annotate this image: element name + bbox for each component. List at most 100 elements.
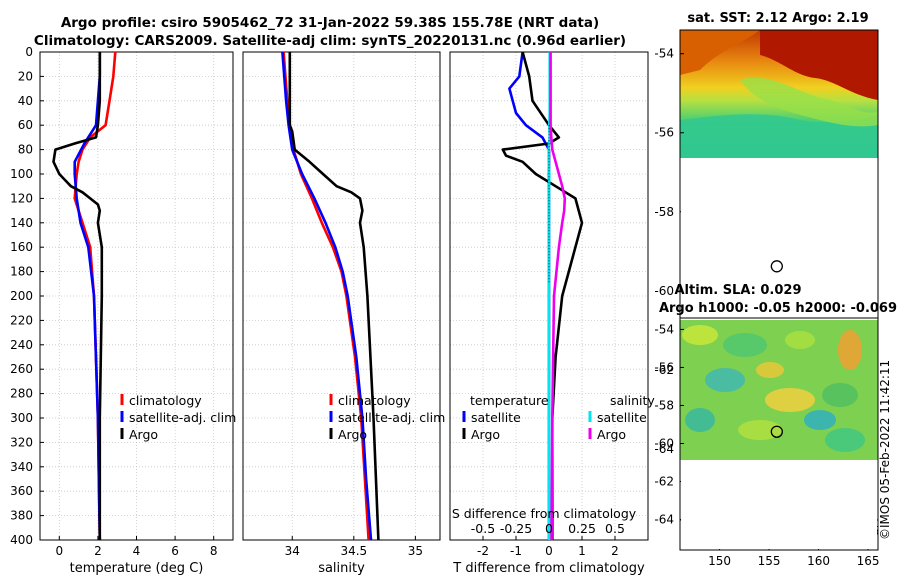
map-x-tick-label: 155	[758, 554, 781, 568]
x-tick-label: -2	[477, 544, 489, 558]
x-tick-label: 0	[545, 544, 553, 558]
series-line-salinity-argo	[549, 52, 567, 541]
sla-anomaly-patch	[825, 428, 865, 452]
map-y-tick-label: -56	[654, 360, 674, 374]
sla-map-subtitle: Argo h1000: -0.05 h2000: -0.069	[659, 301, 897, 316]
series-line-temperature-argo	[501, 51, 584, 540]
legend-label: Argo	[129, 427, 158, 442]
legend-label: Argo	[338, 427, 367, 442]
legend-label: Argo	[471, 427, 500, 442]
x-axis-label: T difference from climatology	[452, 561, 645, 576]
sla-anomaly-patch	[705, 368, 745, 392]
y-tick-label: 240	[10, 338, 33, 352]
sla-anomaly-patch	[785, 331, 815, 349]
argo-position-marker	[770, 260, 783, 273]
map-y-tick-label: -56	[654, 126, 674, 140]
salinity-tick-label: 0.5	[605, 521, 625, 536]
figure-title-line2: Climatology: CARS2009. Satellite-adj cli…	[33, 33, 627, 49]
map-y-tick-label: -58	[654, 205, 674, 219]
map-x-tick-label: 150	[708, 554, 731, 568]
panel-frame	[242, 51, 441, 541]
map-y-tick-label: -58	[654, 398, 674, 412]
salinity-tick-label: -0.5	[471, 521, 495, 536]
y-tick-label: 200	[10, 289, 33, 303]
y-tick-label: 60	[18, 118, 33, 132]
y-tick-label: 160	[10, 240, 33, 254]
map-y-tick-label: -62	[654, 475, 674, 489]
y-tick-label: 20	[18, 69, 33, 83]
legend-label: climatology	[338, 393, 411, 408]
map-y-tick-label: -60	[654, 284, 674, 298]
sla-anomaly-patch	[685, 408, 715, 432]
x-tick-label: 35	[408, 544, 423, 558]
x-tick-label: 2	[94, 544, 102, 558]
x-tick-label: 34	[285, 544, 300, 558]
y-tick-label: 40	[18, 94, 33, 108]
sst-field	[680, 30, 878, 158]
sst-warm-region	[680, 30, 760, 75]
salinity-tick-label: 0.25	[568, 521, 596, 536]
salinity-tick-label: 0	[545, 521, 553, 536]
sla-map-title: Altim. SLA: 0.029	[675, 283, 802, 298]
map-x-tick-label: 160	[807, 554, 830, 568]
x-tick-label: 4	[133, 544, 141, 558]
y-tick-label: 260	[10, 362, 33, 376]
sst-cold-region	[680, 114, 878, 158]
sla-anomaly-patch	[756, 362, 784, 378]
legend-label: satellite	[471, 410, 521, 425]
map-y-tick-label: -54	[654, 47, 674, 61]
y-tick-label: 140	[10, 216, 33, 230]
y-tick-label: 280	[10, 387, 33, 401]
sla-anomaly-patch	[838, 330, 862, 370]
series-line-argo	[288, 52, 380, 541]
y-tick-label: 380	[10, 509, 33, 523]
sla-anomaly-patch	[765, 388, 815, 412]
y-tick-label: 400	[10, 533, 33, 547]
sla-anomaly-patch	[723, 333, 767, 357]
map-y-tick-label: -64	[654, 513, 674, 527]
legend-label: temperature	[470, 393, 549, 408]
y-tick-label: 340	[10, 460, 33, 474]
y-tick-label: 0	[25, 45, 33, 59]
y-tick-label: 80	[18, 143, 33, 157]
x-tick-label: 6	[171, 544, 179, 558]
x-tick-label: 2	[611, 544, 619, 558]
y-tick-label: 220	[10, 313, 33, 327]
x-tick-label: -1	[510, 544, 522, 558]
sst-map-title: sat. SST: 2.12 Argo: 2.19	[687, 11, 868, 26]
legend-label: satellite	[597, 410, 647, 425]
series-line-climatology	[282, 51, 370, 541]
imos-timestamp-label: ©IMOS 05-Feb-2022 11:42:11	[878, 359, 892, 540]
sla-anomaly-patch	[822, 383, 858, 407]
series-line-satellite-adj-clim	[73, 52, 102, 541]
legend-label: satellite-adj. clim	[129, 410, 236, 425]
series-line-satellite-adj-clim	[281, 51, 373, 541]
legend-label: satellite-adj. clim	[338, 410, 445, 425]
y-tick-label: 120	[10, 191, 33, 205]
salinity-tick-label: -0.25	[500, 521, 532, 536]
map-frame	[679, 317, 879, 551]
map-y-tick-label: -54	[654, 322, 674, 336]
map-y-tick-label: -60	[654, 437, 674, 451]
sla-anomaly-patch	[682, 325, 718, 345]
sla-nodata	[681, 460, 877, 549]
legend-label: salinity	[610, 393, 655, 408]
legend-label: Argo	[597, 427, 626, 442]
y-tick-label: 300	[10, 411, 33, 425]
legend-label: climatology	[129, 393, 202, 408]
sst-mid-region	[740, 77, 878, 127]
figure-title-line1: Argo profile: csiro 5905462_72 31-Jan-20…	[60, 15, 600, 31]
series-line-argo	[52, 52, 104, 540]
sla-field	[680, 320, 878, 460]
y-tick-label: 320	[10, 435, 33, 449]
map-y-tick-label: -64	[654, 442, 674, 456]
sla-anomaly-patch	[804, 410, 836, 430]
sst-warm-region	[760, 30, 878, 100]
x-tick-label: 1	[578, 544, 586, 558]
argo-position-marker	[770, 425, 783, 438]
x-tick-label: 0	[55, 544, 63, 558]
salinity-axis-label: S difference from climatology	[452, 506, 637, 521]
x-axis-label: temperature (deg C)	[70, 561, 204, 576]
y-tick-label: 360	[10, 484, 33, 498]
map-x-tick-label: 165	[857, 554, 880, 568]
